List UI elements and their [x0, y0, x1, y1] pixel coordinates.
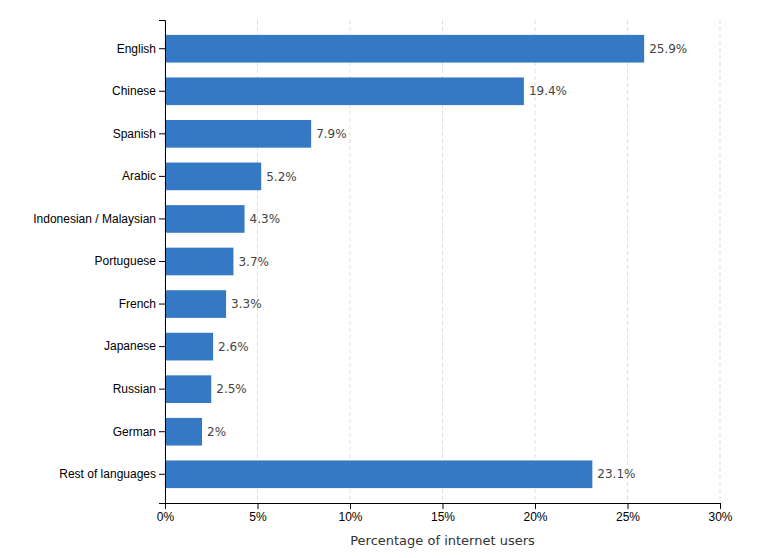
data-label: 5.2% [266, 170, 297, 184]
y-tick: Japanese [104, 339, 165, 353]
y-tick: Chinese [112, 84, 165, 98]
bar [165, 418, 202, 446]
tick-label: German [113, 425, 156, 439]
tick-mark [159, 176, 165, 177]
grid [165, 20, 720, 503]
bar [165, 120, 311, 148]
y-tick: Spanish [113, 127, 165, 141]
tick-label: Rest of languages [59, 467, 156, 481]
y-tick: Russian [113, 382, 165, 396]
data-label: 4.3% [250, 212, 280, 226]
tick-mark [159, 48, 165, 49]
chart-svg: 0% 5% 10% 15% 20% 25% 30% English Chinese Spanish… [0, 0, 770, 558]
tick-label: Japanese [104, 339, 156, 353]
x-axis: 0% 5% 10% 15% 20% 25% 30% [157, 503, 733, 524]
y-tick: English [117, 42, 165, 56]
x-tick: 10% [338, 503, 362, 524]
x-tick: 25% [616, 503, 640, 524]
bar [165, 290, 226, 318]
tick-label: 20% [523, 510, 547, 524]
chart-container: 0% 5% 10% 15% 20% 25% 30% English Chinese Spanish… [0, 0, 770, 558]
tick-label: Portuguese [95, 254, 157, 268]
bar [165, 163, 261, 191]
grid-line [720, 20, 721, 503]
tick-mark [258, 503, 259, 509]
data-label: 3.7% [238, 255, 269, 269]
y-tick: French [119, 297, 165, 311]
tick-mark [159, 304, 165, 305]
x-tick: 30% [708, 503, 732, 524]
tick-mark [159, 261, 165, 262]
data-label: 7.9% [316, 127, 347, 141]
data-label: 3.3% [231, 297, 261, 311]
y-tick: Arabic [122, 169, 165, 183]
tick-label: 5% [249, 510, 267, 524]
bar [165, 77, 524, 105]
bar [165, 248, 233, 276]
tick-mark [159, 218, 165, 219]
tick-label: Russian [113, 382, 156, 396]
x-tick: 5% [249, 503, 267, 524]
tick-label: Chinese [112, 84, 156, 98]
tick-mark [720, 503, 721, 509]
x-tick: 0% [157, 503, 175, 524]
y-tick: Rest of languages [59, 467, 165, 481]
tick-label: 0% [157, 510, 175, 524]
plot-area: 0% 5% 10% 15% 20% 25% 30% English Chinese Spanish… [33, 20, 733, 548]
axis-line [159, 21, 166, 504]
tick-label: 15% [431, 510, 455, 524]
tick-label: 30% [708, 510, 732, 524]
tick-mark [350, 503, 351, 509]
tick-mark [535, 503, 536, 509]
tick-label: 25% [616, 510, 640, 524]
axis-line [166, 504, 721, 510]
y-tick: Indonesian / Malaysian [33, 212, 165, 226]
tick-label: Indonesian / Malaysian [33, 212, 156, 226]
bar [165, 205, 245, 233]
tick-mark [159, 133, 165, 134]
tick-label: Arabic [122, 169, 156, 183]
bar [165, 333, 213, 361]
bar [165, 460, 592, 488]
tick-mark [628, 503, 629, 509]
data-label: 2.6% [218, 340, 249, 354]
tick-mark [159, 431, 165, 432]
tick-mark [443, 503, 444, 509]
data-label: 25.9% [649, 42, 687, 56]
tick-label: 10% [338, 510, 362, 524]
y-tick: German [113, 425, 165, 439]
x-tick: 15% [431, 503, 455, 524]
tick-mark [159, 346, 165, 347]
grid-line [627, 20, 628, 503]
data-labels: 25.9% 19.4% 7.9% 5.2% 4.3% 3.7% 3.3% 2.6% 2.5% 2%… [207, 42, 687, 482]
data-label: 2% [207, 425, 226, 439]
data-label: 19.4% [529, 84, 567, 98]
y-tick: Portuguese [95, 254, 165, 268]
bar [165, 35, 644, 63]
tick-mark [159, 474, 165, 475]
tick-mark [159, 389, 165, 390]
data-label: 2.5% [216, 382, 247, 396]
tick-label: English [117, 42, 156, 56]
x-tick: 20% [523, 503, 547, 524]
x-axis-title: Percentage of internet users [350, 533, 535, 548]
tick-mark [159, 91, 165, 92]
tick-label: Spanish [113, 127, 156, 141]
tick-label: French [119, 297, 156, 311]
y-axis: English Chinese Spanish Arabic Indonesian / … [33, 21, 165, 504]
bars [165, 35, 644, 488]
data-label: 23.1% [597, 467, 635, 481]
bar [165, 375, 211, 403]
